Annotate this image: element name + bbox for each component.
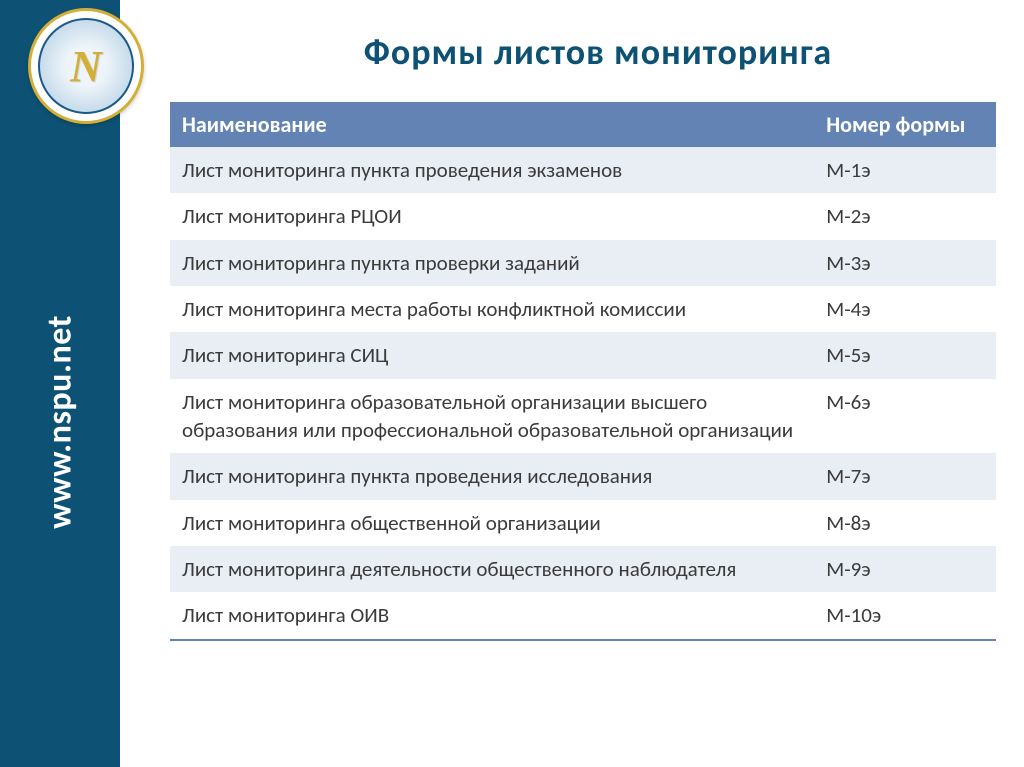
- cell-number: М-7э: [814, 453, 996, 499]
- cell-number: М-10э: [814, 592, 996, 639]
- sidebar: N www.nspu.net: [0, 0, 120, 767]
- table-row: Лист мониторинга деятельности общественн…: [170, 546, 996, 592]
- cell-name: Лист мониторинга деятельности общественн…: [170, 546, 814, 592]
- table-row: Лист мониторинга образовательной организ…: [170, 379, 996, 454]
- table-row: Лист мониторинга пункта проверки заданий…: [170, 240, 996, 286]
- cell-name: Лист мониторинга ОИВ: [170, 592, 814, 639]
- table-row: Лист мониторинга места работы конфликтно…: [170, 286, 996, 332]
- cell-number: М-4э: [814, 286, 996, 332]
- cell-name: Лист мониторинга РЦОИ: [170, 193, 814, 239]
- cell-name: Лист мониторинга пункта проверки заданий: [170, 240, 814, 286]
- logo-inner: N: [38, 18, 134, 114]
- page-title: Формы листов мониторинга: [200, 30, 996, 74]
- cell-number: М-2э: [814, 193, 996, 239]
- column-header-name: Наименование: [170, 102, 814, 147]
- column-header-number: Номер формы: [814, 102, 996, 147]
- cell-name: Лист мониторинга места работы конфликтно…: [170, 286, 814, 332]
- cell-number: М-3э: [814, 240, 996, 286]
- cell-number: М-1э: [814, 147, 996, 193]
- cell-name: Лист мониторинга СИЦ: [170, 332, 814, 378]
- site-url: www.nspu.net: [40, 315, 81, 529]
- table-row: Лист мониторинга РЦОИМ-2э: [170, 193, 996, 239]
- cell-name: Лист мониторинга образовательной организ…: [170, 379, 814, 454]
- monitoring-forms-table: Наименование Номер формы Лист мониторинг…: [170, 102, 996, 641]
- table-body: Лист мониторинга пункта проведения экзам…: [170, 147, 996, 640]
- cell-number: М-9э: [814, 546, 996, 592]
- table-row: Лист мониторинга пункта проведения экзам…: [170, 147, 996, 193]
- cell-number: М-8э: [814, 500, 996, 546]
- cell-number: М-6э: [814, 379, 996, 454]
- table-header-row: Наименование Номер формы: [170, 102, 996, 147]
- table-row: Лист мониторинга пункта проведения иссле…: [170, 453, 996, 499]
- cell-name: Лист мониторинга пункта проведения иссле…: [170, 453, 814, 499]
- table-row: Лист мониторинга СИЦМ-5э: [170, 332, 996, 378]
- table-row: Лист мониторинга ОИВМ-10э: [170, 592, 996, 639]
- logo-monogram: N: [70, 41, 102, 92]
- cell-number: М-5э: [814, 332, 996, 378]
- cell-name: Лист мониторинга пункта проведения экзам…: [170, 147, 814, 193]
- main-content: Формы листов мониторинга Наименование Но…: [120, 0, 1024, 767]
- table-row: Лист мониторинга общественной организаци…: [170, 500, 996, 546]
- university-logo: N: [28, 8, 144, 124]
- cell-name: Лист мониторинга общественной организаци…: [170, 500, 814, 546]
